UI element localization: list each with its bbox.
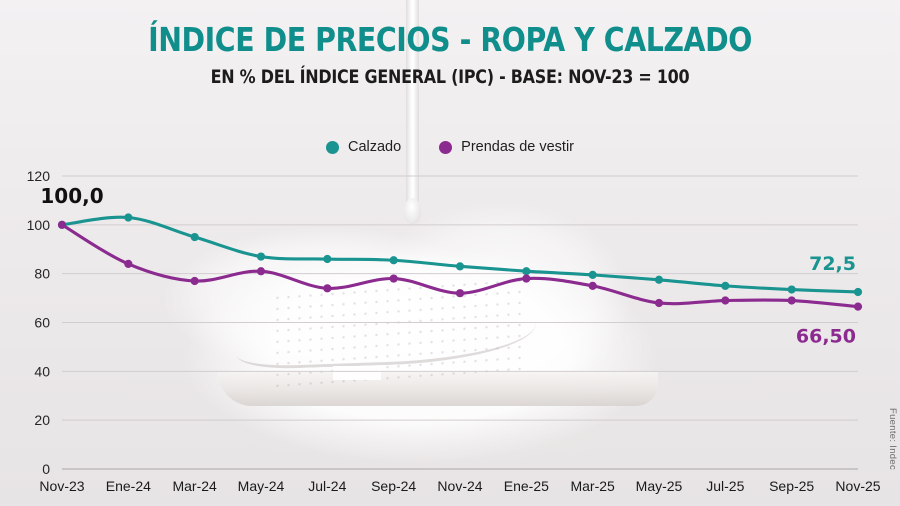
y-tick-label: 100: [27, 217, 51, 233]
source-credit: Fuente: Indec: [887, 408, 898, 470]
series-markers: [57, 213, 863, 311]
data-point-marker: [455, 289, 465, 298]
x-tick-label: Nov-25: [835, 478, 880, 494]
data-point-marker: [190, 232, 199, 242]
y-tick-label: 120: [27, 168, 51, 184]
page-title: ÍNDICE DE PRECIOS - ROPA Y CALZADO: [148, 20, 752, 59]
legend-label-calzado: Calzado: [347, 139, 402, 155]
data-label-calzado-end: 72,5: [809, 253, 856, 275]
legend-item-prendas-de-vestir[interactable]: Prendas de vestir: [439, 139, 574, 155]
x-tick-label: Mar-24: [172, 478, 217, 494]
x-tick-label: May-24: [238, 478, 285, 494]
data-point-marker: [588, 281, 597, 290]
data-point-marker: [522, 274, 531, 283]
legend-label-prendas-de-vestir: Prendas de vestir: [461, 139, 575, 155]
data-point-marker: [853, 302, 863, 311]
x-tick-label: Ene-24: [106, 478, 151, 494]
data-point-marker: [323, 284, 332, 293]
x-tick-label: Nov-23: [39, 478, 84, 494]
data-point-marker: [124, 259, 133, 268]
data-point-marker: [323, 254, 332, 264]
data-label-prendas-end: 66,50: [796, 326, 856, 348]
data-point-marker: [256, 252, 266, 261]
data-point-marker: [654, 298, 664, 308]
data-point-marker: [721, 296, 730, 305]
data-point-marker: [654, 275, 664, 284]
data-point-marker: [389, 256, 398, 265]
y-tick-label: 40: [34, 363, 50, 379]
legend-dot-icon: [325, 140, 339, 154]
y-tick-label: 60: [34, 315, 50, 331]
x-tick-label: Jul-24: [308, 478, 346, 494]
data-point-marker: [787, 285, 796, 294]
x-tick-label: Sep-24: [371, 478, 416, 494]
x-tick-label: Mar-25: [570, 478, 615, 494]
page-subtitle: EN % DEL ÍNDICE GENERAL (IPC) - BASE: NO…: [210, 66, 690, 88]
y-gridlines: [62, 175, 858, 470]
data-point-marker: [787, 296, 796, 305]
data-point-marker: [455, 262, 465, 271]
x-tick-label: Ene-25: [504, 478, 549, 494]
x-axis-tick-labels: Nov-23 Ene-24 Mar-24 May-24 Jul-24 Sep-24 Nov-…: [39, 478, 880, 494]
y-tick-label: 20: [34, 412, 50, 428]
data-point-marker: [256, 267, 266, 276]
data-point-marker: [588, 270, 597, 279]
x-tick-label: Nov-24: [437, 478, 482, 494]
y-axis-tick-labels: 0 20 40 60 80 100 120: [27, 168, 51, 477]
y-tick-label: 0: [42, 461, 50, 477]
chart-legend: Calzado Prendas de vestir: [0, 139, 900, 155]
data-point-marker: [190, 276, 199, 286]
data-point-marker: [853, 287, 863, 297]
data-point-marker: [124, 213, 133, 222]
x-tick-label: Sep-25: [769, 478, 814, 494]
data-point-marker: [522, 267, 531, 276]
y-tick-label: 80: [34, 266, 50, 282]
data-point-marker: [57, 220, 67, 229]
legend-dot-icon: [439, 140, 453, 154]
data-point-marker: [389, 274, 398, 283]
chart-header: ÍNDICE DE PRECIOS - ROPA Y CALZADO EN % …: [0, 0, 900, 88]
data-label-start: 100,0: [40, 184, 103, 208]
x-tick-label: May-25: [636, 478, 683, 494]
x-tick-label: Jul-25: [706, 478, 744, 494]
legend-item-calzado[interactable]: Calzado: [325, 139, 402, 155]
data-point-marker: [721, 281, 730, 290]
